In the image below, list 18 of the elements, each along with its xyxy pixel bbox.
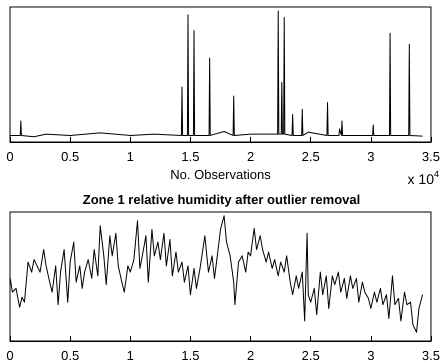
x-tick-label: 0: [6, 149, 14, 164]
x-tick-label: 2.5: [302, 149, 320, 164]
x-tick-label: 2.5: [302, 348, 320, 363]
x-axis-title: No. Observations: [170, 166, 272, 182]
x-tick-label: 1.5: [181, 348, 200, 363]
x-tick-label: 3: [367, 348, 374, 363]
x-tick-label: 1.5: [181, 149, 200, 164]
x-tick-label: 0: [6, 348, 14, 363]
chart-title: Zone 1 relative humidity after outlier removal: [82, 192, 360, 207]
x-tick-label: 0.5: [61, 348, 80, 363]
x-tick-label: 1: [126, 348, 134, 363]
x-tick-label: 3: [367, 149, 374, 164]
x-tick-label: 1: [126, 149, 134, 164]
x-tick-label: 0.5: [61, 149, 80, 164]
x-tick-label: 2: [246, 348, 254, 363]
x-tick-label: 3.5: [422, 149, 440, 164]
x-tick-label: 3.5: [422, 348, 440, 363]
x-tick-label: 2: [246, 149, 254, 164]
